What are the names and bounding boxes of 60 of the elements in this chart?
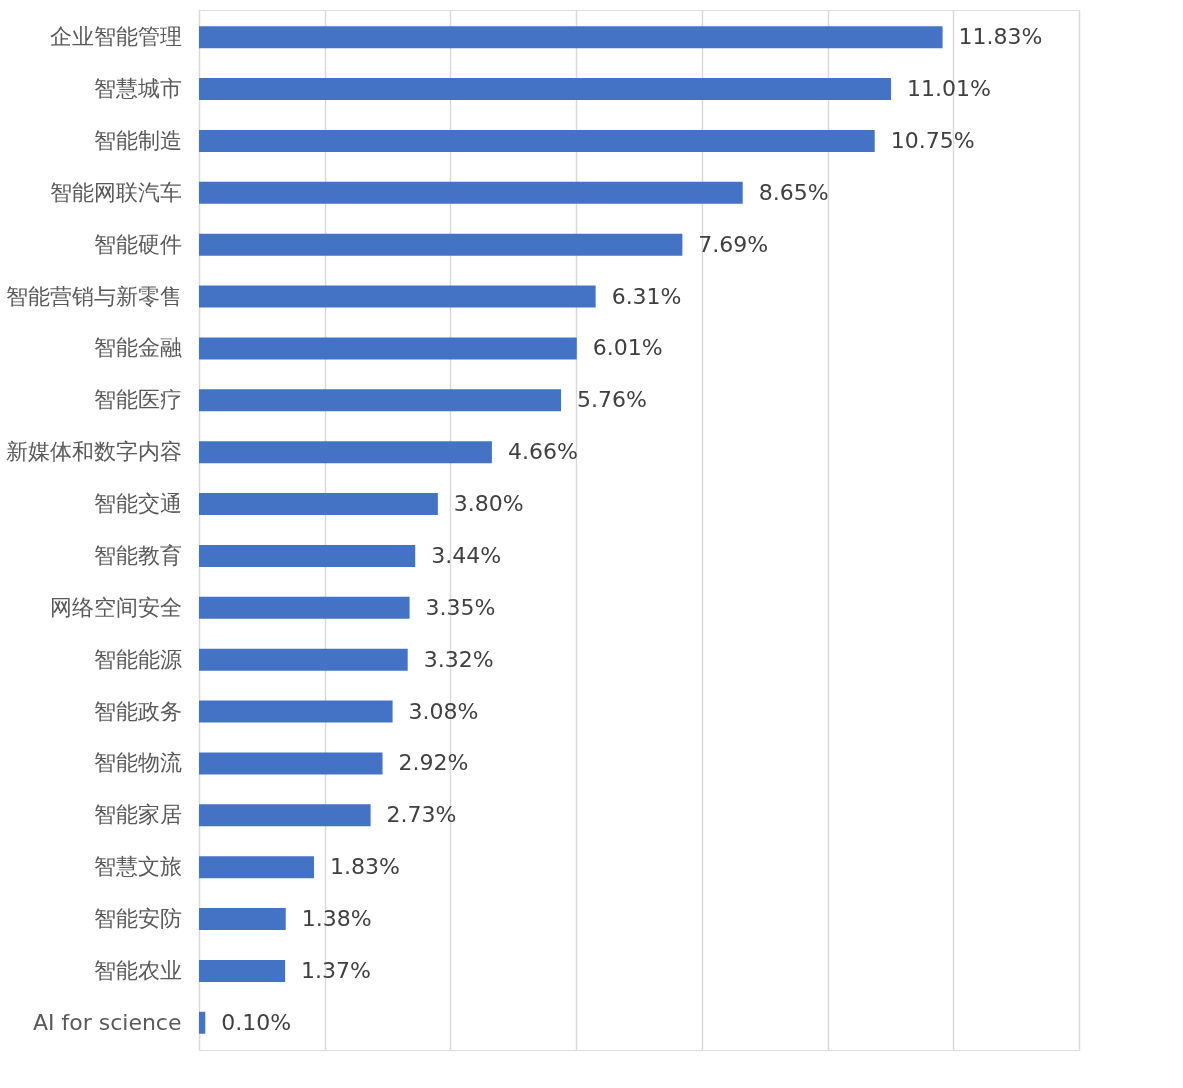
data-label: 4.66% (507, 439, 578, 465)
data-label: 0.10% (221, 1009, 292, 1035)
bar (199, 493, 438, 516)
bar (199, 596, 410, 619)
bar (199, 648, 408, 671)
data-label: 3.08% (408, 698, 479, 724)
y-tick-label: 智能物流 (93, 750, 182, 776)
y-tick-label: 智能安防 (93, 906, 182, 932)
y-tick-label: 新媒体和数字内容 (5, 439, 182, 465)
bar (199, 856, 315, 879)
data-label: 2.92% (398, 750, 469, 776)
bar (199, 959, 286, 982)
y-tick-label: 智能交通 (93, 491, 182, 517)
bar (199, 181, 743, 204)
data-label: 3.80% (453, 491, 524, 517)
y-tick-label: 智能能源 (93, 646, 182, 672)
data-label: 1.37% (301, 957, 371, 983)
y-tick-label: 智能硬件 (93, 231, 182, 257)
y-tick-label: 智慧城市 (93, 76, 182, 102)
y-tick-label: 智能金融 (93, 335, 182, 361)
y-tick-label: AI for science (32, 1009, 182, 1035)
bar (199, 78, 892, 101)
bar (199, 129, 875, 152)
data-label: 3.44% (431, 542, 502, 568)
y-tick-label: 智能制造 (93, 127, 182, 153)
bar (199, 337, 577, 360)
data-label: 6.31% (611, 283, 682, 309)
data-label: 8.65% (758, 179, 829, 205)
y-tick-label: 智能营销与新零售 (5, 283, 182, 309)
data-label: 3.32% (423, 646, 494, 672)
y-tick-label: 智能政务 (93, 698, 182, 724)
y-tick-label: 智能农业 (93, 957, 182, 983)
bar (199, 908, 286, 931)
data-label: 10.75% (890, 127, 975, 153)
data-label: 3.35% (425, 594, 496, 620)
data-label: 1.38% (301, 906, 372, 932)
data-label: 1.83% (330, 854, 400, 880)
data-label: 2.73% (386, 802, 457, 828)
bar (199, 26, 943, 49)
y-tick-label: 智慧文旅 (93, 854, 182, 880)
y-tick-label: 智能家居 (93, 802, 182, 828)
data-label: 7.69% (698, 231, 769, 257)
bar (199, 804, 371, 827)
y-tick-label: 网络空间安全 (49, 594, 182, 620)
bar (199, 1011, 206, 1034)
bar (199, 285, 596, 308)
y-tick-label: 智能医疗 (93, 387, 182, 413)
y-tick-label: 智能教育 (93, 542, 182, 568)
data-label: 6.01% (592, 335, 663, 361)
bar (199, 752, 383, 775)
bar (199, 544, 416, 567)
bar (199, 700, 393, 723)
y-tick-label: 智能网联汽车 (49, 179, 182, 205)
data-label: 11.01% (907, 76, 991, 102)
bar (199, 233, 683, 256)
bar (199, 441, 492, 464)
data-label: 11.83% (958, 24, 1043, 50)
y-tick-label: 企业智能管理 (49, 24, 182, 50)
bar (199, 389, 562, 412)
data-label: 5.76% (577, 387, 647, 413)
